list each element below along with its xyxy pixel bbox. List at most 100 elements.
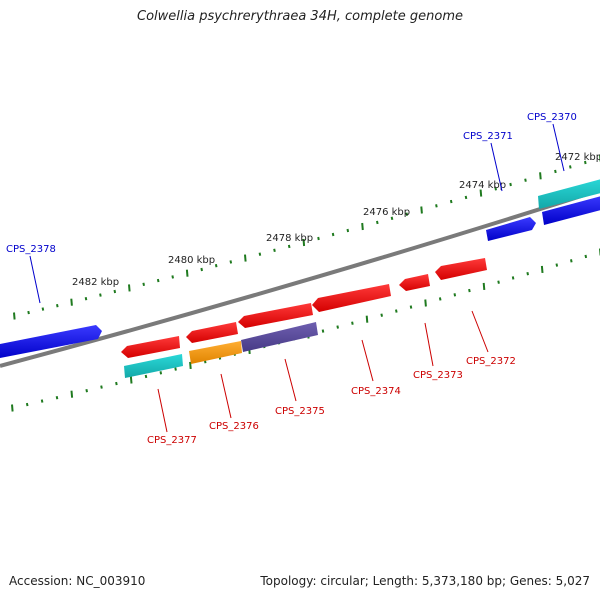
minor-tick (229, 260, 233, 264)
gene-label-cps-2371: CPS_2371 (463, 131, 513, 142)
minor-tick (570, 259, 573, 263)
major-tick (185, 269, 189, 277)
minor-tick (494, 187, 497, 191)
gene-cps-2375[interactable] (238, 303, 318, 352)
minor-tick (376, 220, 379, 225)
minor-tick (100, 385, 103, 389)
gene-cps-2371[interactable] (486, 217, 536, 241)
minor-tick (113, 289, 117, 294)
minor-tick (40, 399, 44, 403)
major-tick (70, 298, 73, 306)
minor-tick (273, 248, 276, 252)
minor-tick (85, 389, 88, 393)
major-tick (424, 299, 427, 307)
minor-tick (346, 228, 350, 233)
minor-tick (331, 232, 335, 237)
gene-label-cps-2375: CPS_2375 (275, 406, 325, 417)
major-tick (70, 390, 74, 398)
map-title: Colwellia psychrerythraea 34H, complete … (137, 9, 463, 24)
minor-tick (84, 297, 88, 301)
gene-label-cps-2374: CPS_2374 (351, 386, 401, 397)
minor-tick (555, 263, 559, 267)
minor-tick (159, 371, 163, 375)
minor-tick (464, 195, 468, 200)
gene-cps-2373[interactable] (399, 274, 430, 291)
minor-tick (584, 160, 587, 165)
minor-tick (144, 374, 148, 379)
minor-tick (405, 212, 409, 216)
major-tick (13, 312, 16, 320)
accession-text: Accession: NC_003910 (9, 574, 146, 588)
minor-tick (380, 313, 383, 317)
minor-tick (174, 367, 177, 371)
minor-tick (99, 293, 102, 297)
major-tick (482, 282, 486, 290)
major-tick (244, 254, 247, 262)
gene-label-cps-2372: CPS_2372 (466, 356, 516, 367)
minor-tick (287, 244, 291, 249)
minor-tick (214, 264, 218, 268)
major-tick (189, 361, 192, 369)
minor-tick (336, 325, 339, 329)
major-tick (361, 222, 364, 231)
gene-cps-2377[interactable] (121, 336, 183, 378)
minor-tick (435, 204, 438, 208)
minor-tick (27, 310, 30, 315)
gene-cps-2372[interactable] (435, 258, 487, 280)
major-tick (365, 315, 369, 323)
gene-label-cps-2377: CPS_2377 (147, 435, 197, 446)
tick-row-top (13, 154, 600, 320)
kbp-label-2478: 2478 kbp (266, 233, 313, 244)
label-leaders (29, 123, 565, 433)
minor-tick (200, 267, 203, 272)
minor-tick (41, 307, 45, 311)
minor-tick (156, 278, 160, 283)
minor-tick (390, 216, 394, 220)
minor-tick (438, 297, 442, 301)
gene-label-cps-2376: CPS_2376 (209, 421, 259, 432)
gene-label-cps-2373: CPS_2373 (413, 370, 463, 381)
minor-tick (409, 305, 413, 309)
kbp-label-2482: 2482 kbp (72, 277, 119, 288)
minor-tick (554, 169, 557, 174)
gene-label-cps-2370: CPS_2370 (527, 112, 577, 123)
minor-tick (25, 402, 29, 407)
genome-summary-text: Topology: circular; Length: 5,373,180 bp… (260, 574, 590, 588)
minor-tick (321, 329, 325, 333)
minor-tick (171, 275, 174, 279)
minor-tick (468, 288, 471, 293)
gene-cps-2374[interactable] (312, 284, 391, 312)
minor-tick (584, 254, 588, 259)
minor-tick (453, 293, 457, 297)
minor-tick (115, 381, 118, 386)
major-tick (129, 376, 133, 384)
major-tick (420, 206, 423, 214)
minor-tick (258, 252, 262, 256)
major-tick (11, 404, 14, 412)
major-tick (540, 265, 544, 273)
gene-cps-2370[interactable] (538, 178, 600, 225)
minor-tick (449, 199, 453, 204)
minor-tick (511, 276, 515, 280)
major-tick (479, 189, 483, 197)
genome-backbone (0, 188, 600, 368)
gene-label-cps-2378: CPS_2378 (6, 244, 56, 255)
gene-cps-2376[interactable] (186, 322, 242, 364)
major-tick (302, 238, 306, 247)
kbp-label-2472: 2472 kbp (555, 152, 600, 163)
minor-tick (395, 309, 398, 313)
minor-tick (55, 396, 59, 400)
minor-tick (526, 272, 529, 276)
minor-tick (351, 321, 354, 325)
minor-tick (317, 236, 320, 241)
kbp-label-2480: 2480 kbp (168, 255, 215, 266)
kbp-label-2476: 2476 kbp (363, 207, 410, 218)
gene-cps-2378[interactable] (0, 325, 102, 359)
minor-tick (497, 280, 500, 284)
major-tick (539, 172, 542, 180)
minor-tick (142, 282, 145, 286)
kbp-label-2474: 2474 kbp (459, 180, 506, 191)
minor-tick (569, 165, 572, 169)
major-tick (128, 284, 131, 292)
